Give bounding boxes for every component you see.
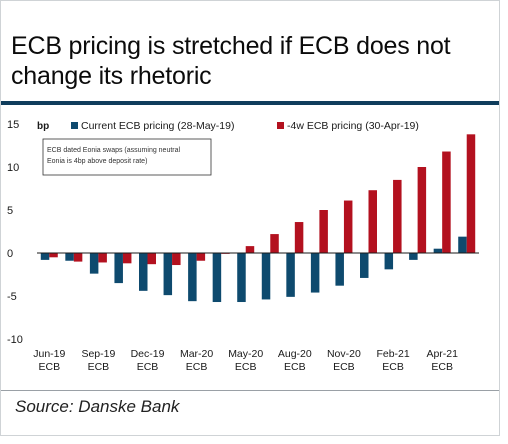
legend-swatch-current bbox=[71, 122, 78, 129]
annotation-text: ECB dated Eonia swaps (assuming neutral … bbox=[47, 147, 182, 165]
y-tick-label: 0 bbox=[7, 248, 13, 260]
bar-4w bbox=[245, 246, 255, 253]
x-tick-label: Nov-20 ECB bbox=[327, 348, 361, 373]
bar-current bbox=[89, 253, 99, 274]
legend-label-current: Current ECB pricing (28-May-19) bbox=[81, 120, 234, 132]
bar-4w bbox=[466, 134, 476, 253]
annotation-line-2: Eonia is 4bp above deposit rate) bbox=[47, 158, 147, 165]
x-tick-label: Mar-20 ECB bbox=[180, 348, 213, 373]
bar-4w bbox=[417, 167, 427, 253]
y-axis: 15 10 5 0 -5 -10 bbox=[7, 119, 23, 346]
chart-title: ECB pricing is stretched if ECB does not… bbox=[11, 32, 451, 90]
bar-4w bbox=[393, 179, 402, 253]
chart-card: ECB pricing is stretched if ECB does not… bbox=[0, 0, 500, 436]
bar-current bbox=[433, 248, 443, 253]
bar-4w bbox=[442, 151, 451, 253]
x-axis: Jun-19 ECB Sep-19 ECB Dec-19 ECB Mar-20 ECB May-… bbox=[33, 348, 458, 373]
legend: Current ECB pricing (28-May-19) -4w ECB … bbox=[71, 120, 419, 132]
bars bbox=[40, 134, 476, 303]
y-tick-label: 5 bbox=[7, 205, 13, 217]
y-tick-label: -5 bbox=[7, 291, 17, 303]
annotation-line-1: ECB dated Eonia swaps (assuming neutral bbox=[47, 147, 181, 154]
unit-label: bp bbox=[37, 121, 49, 132]
bar-current bbox=[286, 253, 295, 297]
bar-current bbox=[335, 253, 344, 286]
bar-4w bbox=[270, 234, 279, 253]
bar-4w bbox=[319, 210, 328, 253]
bar-chart: 15 10 5 0 -5 -10 bp Current ECB pricing (28-M… bbox=[7, 119, 479, 373]
x-tick-label: Jun-19 ECB bbox=[33, 348, 65, 373]
bar-current bbox=[65, 253, 74, 261]
y-tick-label: -10 bbox=[7, 334, 23, 346]
bar-4w bbox=[122, 253, 132, 264]
x-tick-label: May-20 ECB bbox=[228, 348, 263, 373]
bar-4w bbox=[196, 253, 206, 261]
title-divider bbox=[1, 101, 499, 105]
annotation-box: ECB dated Eonia swaps (assuming neutral … bbox=[42, 138, 212, 176]
legend-swatch-4w bbox=[277, 122, 284, 129]
source-note: Source: Danske Bank bbox=[15, 397, 180, 416]
x-tick-label: Sep-19 ECB bbox=[81, 348, 115, 373]
bar-4w bbox=[172, 253, 181, 266]
bar-4w bbox=[147, 253, 156, 265]
x-tick-label: Dec-19 ECB bbox=[131, 348, 165, 373]
x-tick-label: Apr-21 ECB bbox=[426, 348, 458, 373]
bar-current bbox=[212, 253, 222, 303]
x-tick-label: Aug-20 ECB bbox=[278, 348, 312, 373]
bar-4w bbox=[49, 253, 58, 258]
bar-current bbox=[163, 253, 173, 296]
x-tick-label: Feb-21 ECB bbox=[376, 348, 409, 373]
legend-label-4w: -4w ECB pricing (30-Apr-19) bbox=[287, 120, 419, 132]
bar-current bbox=[114, 253, 123, 284]
bar-4w bbox=[73, 253, 83, 262]
bar-current bbox=[409, 253, 418, 260]
bar-current bbox=[188, 253, 197, 302]
bar-current bbox=[237, 253, 246, 303]
y-tick-label: 15 bbox=[7, 119, 19, 131]
bar-current bbox=[360, 253, 369, 278]
bar-current bbox=[40, 253, 50, 260]
bar-4w bbox=[343, 200, 353, 253]
bar-4w bbox=[98, 253, 107, 263]
bar-current bbox=[458, 236, 467, 253]
bar-current bbox=[261, 253, 271, 300]
bar-current bbox=[139, 253, 148, 291]
footer-divider bbox=[1, 390, 499, 391]
bar-current bbox=[310, 253, 320, 293]
plot-area: 15 10 5 0 -5 -10 bp Current ECB pricing (28-M… bbox=[1, 107, 499, 387]
bar-4w bbox=[294, 222, 304, 253]
y-tick-label: 10 bbox=[7, 162, 19, 174]
bar-4w bbox=[368, 190, 377, 253]
bar-current bbox=[384, 253, 394, 270]
